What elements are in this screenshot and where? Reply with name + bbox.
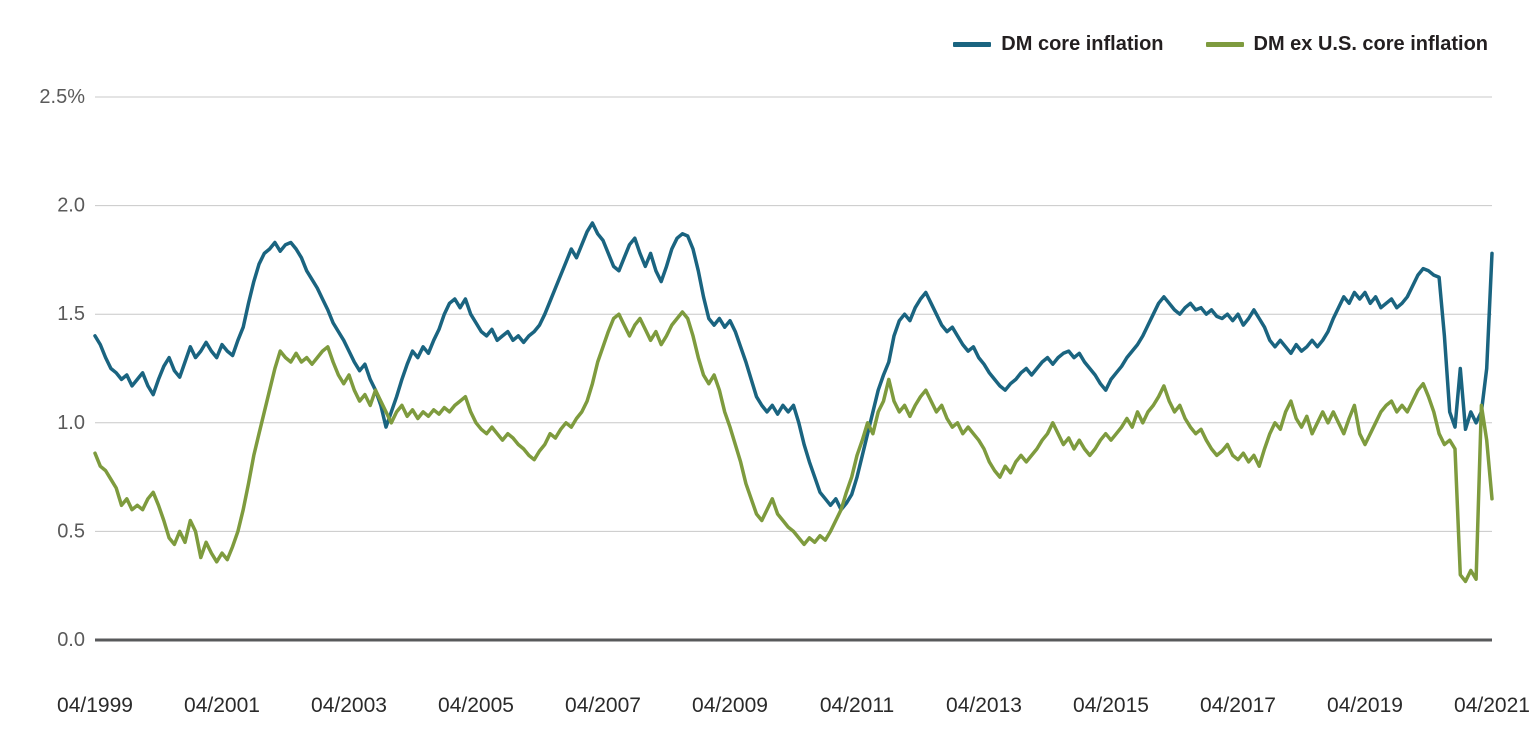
- dm-core-legend-swatch-icon: [953, 42, 992, 47]
- y-tick-label: 2.0: [57, 195, 85, 217]
- x-tick-label: 04/2005: [438, 694, 514, 717]
- x-tick-label: 04/1999: [57, 694, 133, 717]
- dm-ex-us-legend-swatch-icon: [1205, 42, 1244, 47]
- dm-core-legend-label: DM core inflation: [1001, 33, 1164, 55]
- x-tick-label: 04/2015: [1073, 694, 1149, 717]
- dm-ex-us-legend-label: DM ex U.S. core inflation: [1253, 33, 1488, 55]
- dm-ex-us-core-inflation-line: [93, 310, 1494, 584]
- x-tick-label: 04/2011: [820, 694, 894, 717]
- x-tick-label: 04/2003: [311, 694, 387, 717]
- x-tick-label: 04/2013: [946, 694, 1022, 717]
- y-tick-label: 1.5: [57, 303, 85, 325]
- x-tick-label: 04/2017: [1200, 694, 1276, 717]
- dm-core-inflation-line: [93, 221, 1494, 512]
- x-tick-label: 04/2021: [1454, 694, 1530, 717]
- x-tick-label: 04/2009: [692, 694, 768, 717]
- chart-legend: DM core inflation DM ex U.S. core inflat…: [953, 33, 1488, 56]
- x-tick-label: 04/2019: [1327, 694, 1403, 717]
- legend-item-dm-core: DM core inflation: [953, 33, 1164, 56]
- y-tick-label: 2.5%: [39, 86, 85, 108]
- y-tick-label: 0.0: [57, 629, 85, 651]
- x-tick-label: 04/2001: [184, 694, 260, 717]
- legend-item-dm-ex-us: DM ex U.S. core inflation: [1205, 33, 1488, 56]
- y-tick-label: 1.0: [57, 412, 85, 434]
- y-tick-label: 0.5: [57, 520, 85, 542]
- x-tick-label: 04/2007: [565, 694, 641, 717]
